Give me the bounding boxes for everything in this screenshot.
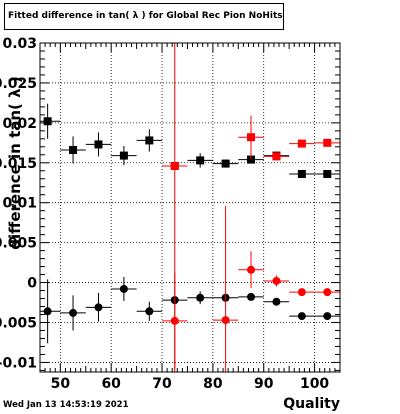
y-axis-label: difference in tan( λ ) (6, 76, 24, 250)
square-marker (221, 159, 230, 168)
square-marker (323, 169, 332, 178)
y-tick-label: -0.005 (0, 315, 37, 331)
square-marker (145, 136, 154, 145)
circle-marker (170, 316, 179, 325)
plot-frame (39, 42, 341, 373)
timestamp: Wed Jan 13 14:53:19 2021 (3, 400, 129, 410)
circle-marker (247, 265, 256, 274)
x-tick-label: 60 (101, 376, 121, 392)
square-marker (94, 140, 103, 149)
square-marker (247, 133, 256, 142)
circle-marker (297, 288, 306, 297)
y-tick-label: -0.01 (0, 355, 37, 371)
circle-marker (247, 292, 256, 301)
square-marker (69, 146, 78, 155)
circle-marker (145, 307, 154, 316)
circle-marker (323, 288, 332, 297)
series-0 (40, 103, 340, 178)
circle-marker (297, 312, 306, 321)
y-tick-label: 0 (27, 276, 37, 292)
y-tick-label: 0.015 (0, 156, 37, 172)
x-tick-label: 90 (254, 376, 274, 392)
square-marker (247, 155, 256, 164)
x-tick-label: 100 (300, 376, 329, 392)
series-3 (162, 205, 340, 372)
square-marker (272, 152, 281, 161)
square-marker (170, 161, 179, 170)
circle-marker (196, 293, 205, 302)
square-marker (43, 117, 52, 126)
x-tick-label: 50 (51, 376, 71, 392)
chart-title: Fitted difference in tan( λ ) for Global… (4, 3, 284, 30)
square-marker (323, 138, 332, 147)
circle-marker (119, 284, 128, 293)
circle-marker (272, 276, 281, 285)
square-marker (297, 139, 306, 148)
square-marker (297, 169, 306, 178)
circle-marker (221, 316, 230, 325)
circle-marker (69, 308, 78, 317)
data-layer (40, 43, 340, 372)
series-2 (40, 276, 340, 344)
axes: 50 60 70 80 90 100 -0.01 -0.005 0 0.005 0.01 0.015 0… (0, 36, 340, 392)
square-marker (119, 151, 128, 160)
x-axis-label: Quality (283, 396, 340, 412)
x-tick-label: 70 (152, 376, 172, 392)
x-tick-label: 80 (203, 376, 223, 392)
square-marker (196, 156, 205, 165)
y-tick-label: 0.02 (2, 116, 37, 132)
grid (40, 42, 340, 372)
y-tick-label: 0.03 (2, 36, 37, 52)
y-tick-label: 0.01 (2, 196, 37, 212)
circle-marker (272, 297, 281, 306)
circle-marker (323, 312, 332, 321)
y-tick-label: 0.005 (0, 236, 37, 252)
circle-marker (43, 307, 52, 316)
circle-marker (94, 303, 103, 312)
y-tick-label: 0.025 (0, 76, 37, 92)
